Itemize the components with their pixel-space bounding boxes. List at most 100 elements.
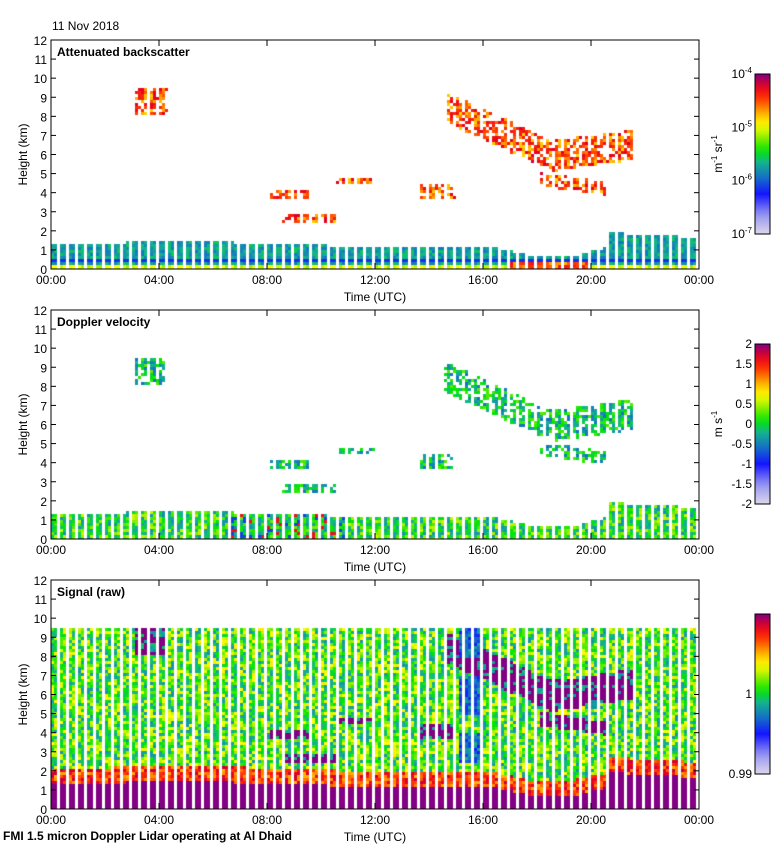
x-tick-label: 12:00 (360, 273, 390, 287)
x-tick-label: 08:00 (252, 273, 282, 287)
y-tick-label: 11 (35, 53, 48, 67)
y-tick-label: 1 (40, 244, 47, 258)
colorbar-tick-label: 0.5 (735, 397, 752, 411)
colorbar-tick-label: 0.99 (729, 767, 753, 781)
backscatter-heatmap (51, 40, 699, 269)
x-tick-label: 20:00 (576, 543, 606, 557)
signal-plot-frame (50, 579, 700, 810)
y-tick-label: 3 (40, 746, 47, 760)
y-tick-label: 5 (40, 708, 47, 722)
y-tick-label: 8 (40, 380, 47, 394)
colorbar-tick-label: -2 (741, 497, 752, 511)
x-tick-label: 20:00 (576, 813, 606, 827)
x-tick-label: 04:00 (144, 813, 174, 827)
y-tick-label: 12 (34, 574, 48, 588)
y-tick-label: 9 (40, 361, 47, 375)
y-tick-label: 6 (40, 419, 47, 433)
x-tick-label: 12:00 (360, 813, 390, 827)
y-tick-label: 9 (40, 91, 47, 105)
y-axis-label: Height (km) (16, 393, 30, 455)
panel-title: Doppler velocity (57, 315, 151, 329)
y-tick-label: 10 (34, 342, 48, 356)
colorbar-tick-label: 2 (745, 337, 752, 351)
colorbar-tick-label: -1 (741, 457, 752, 471)
x-tick-label: 08:00 (252, 813, 282, 827)
colorbar-tick-label: 10-4 (732, 66, 753, 81)
panel-title: Signal (raw) (57, 585, 125, 599)
y-tick-label: 6 (40, 149, 47, 163)
y-tick-label: 5 (40, 438, 47, 452)
y-tick-label: 9 (40, 631, 47, 645)
y-tick-label: 7 (40, 129, 47, 143)
y-tick-label: 12 (34, 304, 48, 318)
y-tick-label: 0 (40, 533, 47, 547)
backscatter-plot-frame (50, 39, 700, 270)
y-axis-label: Height (km) (16, 123, 30, 185)
x-tick-label: 20:00 (576, 273, 606, 287)
colorbar-unit-label: m-1 sr-1 (710, 135, 725, 173)
y-tick-label: 2 (40, 495, 47, 509)
colorbar-tick-label: 0 (745, 417, 752, 431)
colorbar-tick-label: 1.5 (735, 357, 752, 371)
colorbar-tick-label: 10-6 (732, 173, 753, 188)
y-tick-label: 1 (40, 514, 47, 528)
colorbar-tick-label: 10-7 (732, 226, 753, 241)
y-tick-label: 0 (40, 803, 47, 817)
x-tick-label: 00:00 (36, 273, 66, 287)
y-tick-label: 7 (40, 399, 47, 413)
y-tick-label: 10 (34, 612, 48, 626)
y-tick-label: 11 (35, 593, 48, 607)
x-axis-label: Time (UTC) (344, 830, 406, 844)
x-tick-label: 00:00 (684, 543, 714, 557)
y-tick-label: 12 (34, 34, 48, 48)
y-tick-label: 7 (40, 669, 47, 683)
colorbar-tick-label: -1.5 (731, 477, 752, 491)
colorbar-unit-label: m s-1 (710, 410, 725, 437)
x-tick-label: 00:00 (684, 273, 714, 287)
y-tick-label: 3 (40, 476, 47, 490)
y-tick-label: 8 (40, 110, 47, 124)
x-tick-label: 08:00 (252, 543, 282, 557)
x-tick-label: 16:00 (468, 273, 498, 287)
signal-colorbar (754, 613, 771, 775)
y-tick-label: 4 (40, 187, 47, 201)
x-tick-label: 00:00 (684, 813, 714, 827)
x-tick-label: 16:00 (468, 543, 498, 557)
x-tick-label: 00:00 (36, 813, 66, 827)
velocity-colorbar (754, 343, 771, 505)
x-tick-label: 00:00 (36, 543, 66, 557)
y-tick-label: 11 (35, 323, 48, 337)
colorbar-tick-label: 10-5 (732, 119, 753, 134)
colorbar-tick-label: 1 (745, 377, 752, 391)
panel-attenuated-backscatter: 0 1 2 3 4 5 6 7 8 9 10 11 12 00:00 04:00 08:00 12:00 16:0… (0, 0, 780, 304)
colorbar-tick-label: -0.5 (731, 437, 752, 451)
footer-caption: FMI 1.5 micron Doppler Lidar operating a… (3, 829, 292, 843)
x-tick-label: 04:00 (144, 543, 174, 557)
date-label: 11 Nov 2018 (52, 19, 120, 33)
x-tick-label: 16:00 (468, 813, 498, 827)
y-tick-label: 4 (40, 457, 47, 471)
x-axis-label: Time (UTC) (344, 290, 406, 304)
y-tick-label: 10 (34, 72, 48, 86)
backscatter-colorbar (754, 73, 771, 235)
signal-heatmap (51, 580, 699, 809)
y-tick-label: 0 (40, 263, 47, 277)
y-tick-label: 1 (40, 784, 47, 798)
velocity-heatmap (51, 310, 699, 539)
y-tick-label: 3 (40, 206, 47, 220)
y-tick-label: 5 (40, 168, 47, 182)
x-axis-label: Time (UTC) (344, 560, 406, 574)
colorbar-tick-label: 1 (745, 687, 752, 701)
x-tick-label: 12:00 (360, 543, 390, 557)
y-axis-label: Height (km) (16, 663, 30, 725)
y-tick-label: 4 (40, 727, 47, 741)
panel-doppler-velocity: 0 1 2 3 4 5 6 7 8 9 10 11 12 00:00 04:00 08:00 12:00 16:0… (0, 270, 780, 574)
x-tick-label: 04:00 (144, 273, 174, 287)
panel-signal-raw: 0 1 2 3 4 5 6 7 8 9 10 11 12 00:00 04:00 08:00 12:00 16:0… (0, 540, 780, 844)
y-tick-label: 6 (40, 689, 47, 703)
velocity-plot-frame (50, 309, 700, 540)
y-tick-label: 2 (40, 225, 47, 239)
